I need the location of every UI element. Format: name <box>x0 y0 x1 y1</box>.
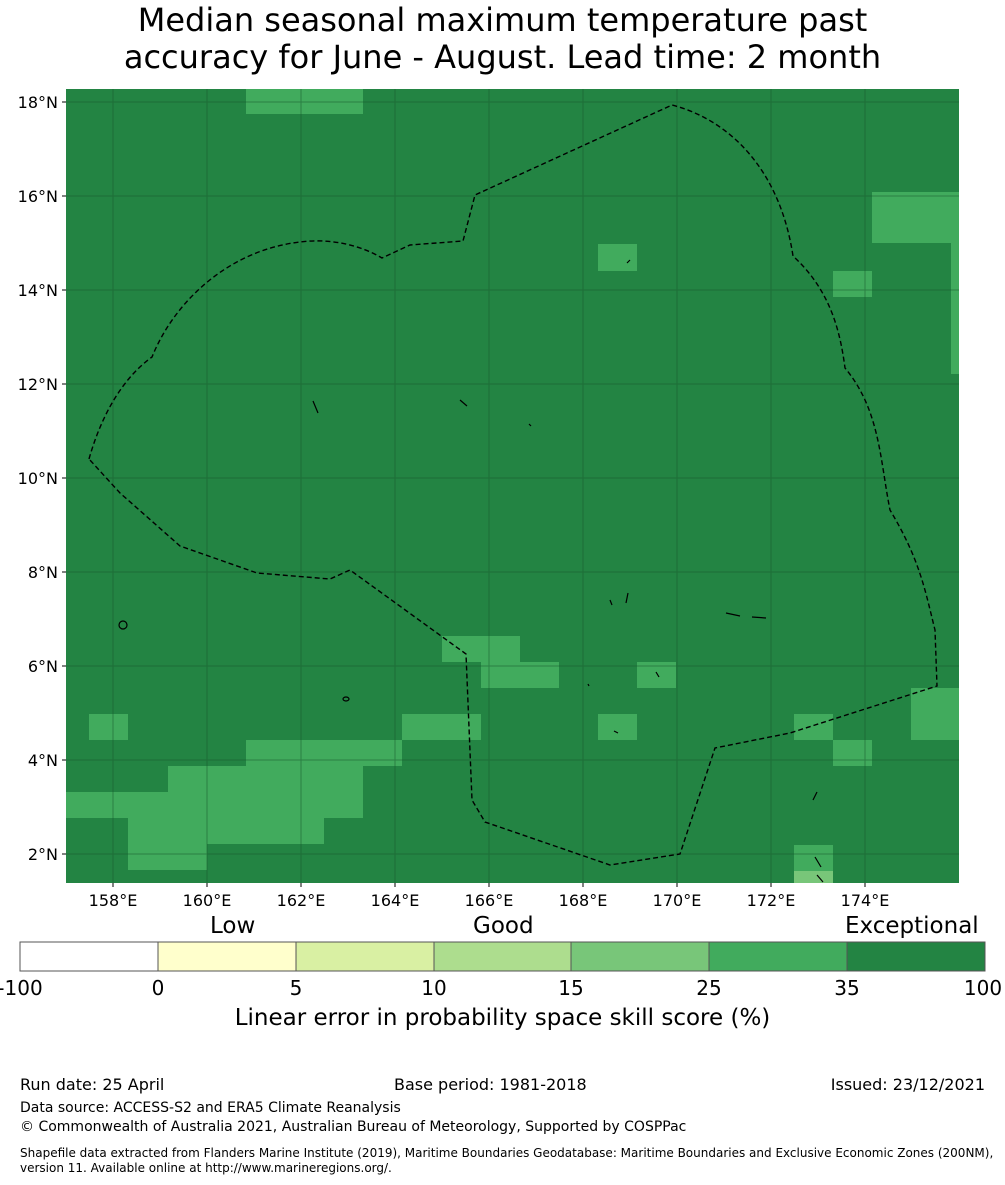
shapefile-credit-line-1: Shapefile data extracted from Flanders M… <box>20 1146 994 1160</box>
lon-label: 166°E <box>465 891 514 910</box>
gridlines <box>66 89 959 883</box>
lon-label: 160°E <box>183 891 232 910</box>
patch <box>246 740 402 766</box>
colorbar-tick: 100 <box>963 976 1003 1000</box>
colorbar-segment <box>570 941 710 972</box>
lon-label: 172°E <box>747 891 796 910</box>
patch-light <box>794 871 833 883</box>
lat-label: 6°N <box>28 657 58 676</box>
colorbar-title: Linear error in probability space skill … <box>234 1005 771 1031</box>
copyright: © Commonwealth of Australia 2021, Austra… <box>20 1119 687 1135</box>
lon-label: 168°E <box>559 891 608 910</box>
patch <box>598 244 637 271</box>
colorbar-tick: 0 <box>151 976 165 1000</box>
patch <box>402 714 481 740</box>
patch <box>911 688 959 740</box>
patch <box>128 818 324 844</box>
lat-label: 4°N <box>28 751 58 770</box>
skill-patches <box>66 89 959 871</box>
lon-label: 162°E <box>277 891 326 910</box>
colorbar-segment <box>295 941 435 972</box>
colorbar-tick: 5 <box>289 976 303 1000</box>
map-title: Median seasonal maximum temperature past… <box>0 2 1005 76</box>
lat-label: 2°N <box>28 845 58 864</box>
lon-label: 170°E <box>653 891 702 910</box>
base-period: Base period: 1981-2018 <box>394 1075 587 1094</box>
lon-label: 174°E <box>841 891 890 910</box>
patch <box>442 636 520 662</box>
colorbar-tick: -100 <box>0 976 43 1000</box>
island <box>312 399 532 427</box>
lat-label: 18°N <box>18 93 58 112</box>
map-background <box>66 89 959 883</box>
patch <box>833 740 872 766</box>
title-line-2: accuracy for June - August. Lead time: 2… <box>123 38 882 76</box>
colorbar <box>19 941 986 972</box>
lat-label: 10°N <box>18 469 58 488</box>
lon-label: 164°E <box>371 891 420 910</box>
colorbar-tick: 15 <box>558 976 584 1000</box>
island <box>118 620 128 630</box>
colorbar-tick: 35 <box>834 976 860 1000</box>
category-good: Good <box>473 913 534 939</box>
patch <box>951 243 959 374</box>
issued-date: Issued: 23/12/2021 <box>830 1075 985 1094</box>
category-low: Low <box>210 913 256 939</box>
patch <box>128 844 207 870</box>
colorbar-segment <box>433 941 572 972</box>
lat-label: 16°N <box>18 187 58 206</box>
colorbar-segment <box>708 941 848 972</box>
island <box>342 696 350 702</box>
island <box>812 791 824 883</box>
lat-label: 14°N <box>18 281 58 300</box>
lon-label: 158°E <box>89 891 138 910</box>
patch <box>598 714 637 740</box>
islands <box>118 259 824 883</box>
colorbar-segment <box>157 941 297 972</box>
category-exceptional: Exceptional <box>845 913 979 939</box>
shapefile-credit: Shapefile data extracted from Flanders M… <box>20 1146 1005 1176</box>
patch <box>66 792 363 818</box>
lat-label: 8°N <box>28 563 58 582</box>
patch <box>794 714 833 740</box>
patch <box>89 714 128 740</box>
island <box>725 612 767 619</box>
axis-ticks <box>62 101 866 887</box>
data-source: Data source: ACCESS-S2 and ERA5 Climate … <box>20 1100 401 1116</box>
colorbar-tick: 25 <box>696 976 722 1000</box>
title-line-1: Median seasonal maximum temperature past <box>137 1 868 39</box>
colorbar-segment <box>19 941 159 972</box>
run-date: Run date: 25 April <box>20 1075 165 1094</box>
patch <box>168 766 363 792</box>
colorbar-segment <box>846 941 986 972</box>
eez-boundary <box>88 104 938 866</box>
patch <box>872 192 959 243</box>
colorbar-tick: 10 <box>421 976 447 1000</box>
patch <box>794 845 833 871</box>
island <box>609 592 660 678</box>
patch <box>833 271 872 297</box>
shapefile-credit-line-2: version 11. Available online at http://w… <box>20 1161 392 1175</box>
lat-label: 12°N <box>18 375 58 394</box>
island <box>587 259 631 734</box>
